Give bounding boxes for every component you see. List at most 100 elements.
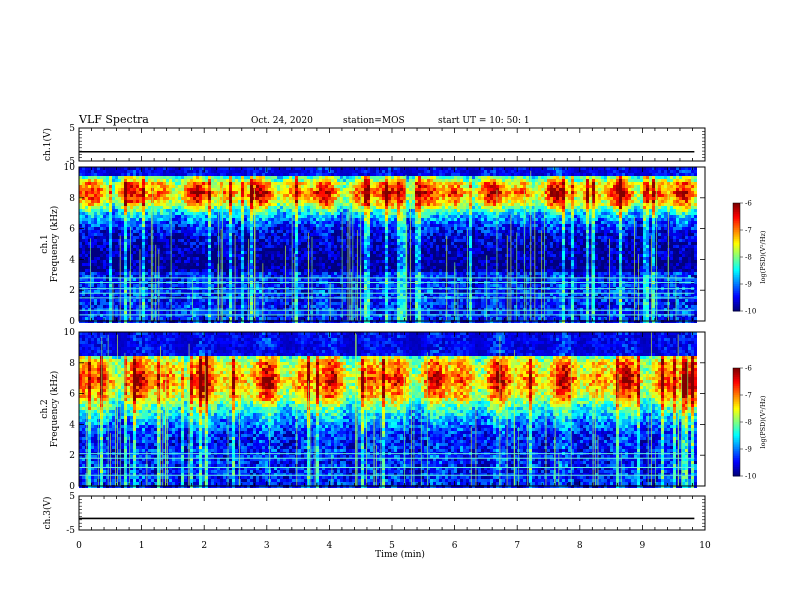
- psd-cell: [352, 218, 355, 221]
- psd-cell: [271, 179, 274, 182]
- psd-cell: [169, 176, 172, 179]
- psd-cell: [91, 263, 94, 266]
- psd-cell: [313, 254, 316, 257]
- psd-cell: [328, 209, 331, 212]
- psd-cell: [100, 308, 103, 311]
- psd-cell: [127, 209, 130, 212]
- psd-cell: [331, 167, 334, 170]
- psd-cell: [325, 239, 328, 242]
- psd-cell: [295, 233, 298, 236]
- psd-cell: [181, 242, 184, 245]
- psd-cell: [247, 236, 250, 239]
- psd-cell: [334, 182, 337, 185]
- psd-cell: [232, 197, 235, 200]
- psd-cell: [334, 299, 337, 302]
- psd-cell: [220, 221, 223, 224]
- psd-cell: [346, 194, 349, 197]
- psd-cell: [250, 185, 253, 188]
- psd-cell: [85, 230, 88, 233]
- psd-cell: [283, 275, 286, 278]
- psd-cell: [142, 257, 145, 260]
- psd-cell: [187, 233, 190, 236]
- psd-cell: [262, 230, 265, 233]
- psd-cell: [229, 242, 232, 245]
- psd-cell: [331, 203, 334, 206]
- psd-cell: [241, 260, 244, 263]
- psd-cell: [196, 203, 199, 206]
- psd-cell: [274, 278, 277, 281]
- psd-cell: [226, 278, 229, 281]
- psd-cell: [94, 260, 97, 263]
- psd-cell: [148, 308, 151, 311]
- psd-cell: [142, 275, 145, 278]
- psd-cell: [148, 302, 151, 305]
- psd-cell: [250, 242, 253, 245]
- psd-cell: [298, 194, 301, 197]
- psd-cell: [301, 200, 304, 203]
- psd-cell: [205, 311, 208, 314]
- psd-cell: [187, 227, 190, 230]
- psd-cell: [301, 314, 304, 317]
- psd-cell: [211, 311, 214, 314]
- psd-cell: [328, 245, 331, 248]
- psd-cell: [208, 230, 211, 233]
- psd-cell: [94, 173, 97, 176]
- psd-cell: [286, 197, 289, 200]
- psd-cell: [172, 224, 175, 227]
- psd-cell: [199, 221, 202, 224]
- psd-cell: [97, 302, 100, 305]
- psd-cell: [337, 209, 340, 212]
- psd-cell: [298, 221, 301, 224]
- psd-cell: [166, 278, 169, 281]
- psd-cell: [310, 314, 313, 317]
- psd-cell: [145, 209, 148, 212]
- psd-cell: [226, 311, 229, 314]
- psd-cell: [97, 299, 100, 302]
- psd-cell: [277, 248, 280, 251]
- psd-cell: [295, 245, 298, 248]
- psd-cell: [268, 317, 271, 320]
- psd-cell: [118, 218, 121, 221]
- psd-cell: [235, 203, 238, 206]
- psd-cell: [286, 245, 289, 248]
- psd-cell: [82, 308, 85, 311]
- psd-cell: [313, 293, 316, 296]
- psd-cell: [175, 179, 178, 182]
- psd-cell: [139, 290, 142, 293]
- psd-cell: [334, 239, 337, 242]
- psd-cell: [148, 224, 151, 227]
- psd-cell: [85, 209, 88, 212]
- psd-cell: [262, 299, 265, 302]
- psd-cell: [316, 269, 319, 272]
- psd-cell: [331, 290, 334, 293]
- psd-cell: [226, 248, 229, 251]
- psd-cell: [337, 308, 340, 311]
- psd-cell: [346, 260, 349, 263]
- psd-cell: [118, 188, 121, 191]
- psd-cell: [124, 173, 127, 176]
- psd-cell: [256, 299, 259, 302]
- psd-cell: [331, 293, 334, 296]
- psd-cell: [139, 224, 142, 227]
- psd-cell: [202, 308, 205, 311]
- psd-cell: [352, 260, 355, 263]
- psd-cell: [343, 239, 346, 242]
- psd-cell: [313, 203, 316, 206]
- psd-cell: [166, 311, 169, 314]
- psd-cell: [136, 170, 139, 173]
- psd-cell: [208, 266, 211, 269]
- psd-cell: [172, 311, 175, 314]
- psd-cell: [85, 239, 88, 242]
- psd-cell: [97, 227, 100, 230]
- psd-cell: [148, 263, 151, 266]
- psd-cell: [199, 248, 202, 251]
- psd-cell: [292, 224, 295, 227]
- psd-cell: [244, 227, 247, 230]
- psd-cell: [91, 194, 94, 197]
- psd-cell: [193, 248, 196, 251]
- psd-cell: [94, 221, 97, 224]
- psd-cell: [145, 245, 148, 248]
- psd-cell: [226, 227, 229, 230]
- psd-cell: [289, 284, 292, 287]
- psd-cell: [355, 170, 358, 173]
